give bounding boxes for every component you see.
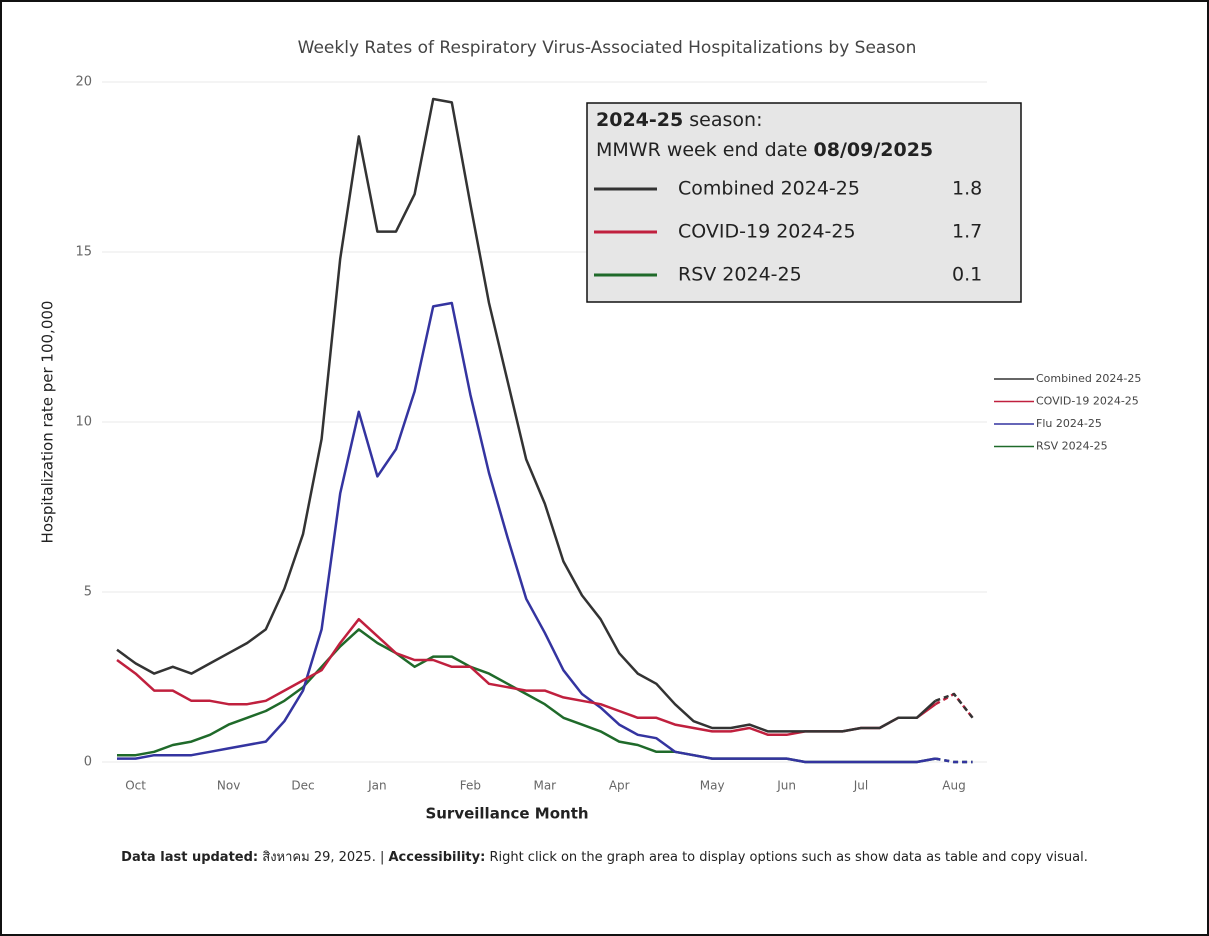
y-tick-label: 10 [75, 415, 92, 430]
x-tick-label: Mar [533, 779, 556, 793]
callout-date-label: MMWR week end date [596, 139, 807, 161]
y-tick-label: 0 [84, 755, 92, 770]
legend-label: COVID-19 2024-25 [1036, 395, 1139, 408]
series-line [934, 692, 974, 719]
series-line [934, 692, 974, 719]
series-line [116, 97, 937, 733]
updated-label: Data last updated: [121, 850, 259, 865]
x-tick-label: Apr [609, 779, 630, 793]
callout-row-value: 1.8 [952, 178, 982, 200]
x-tick-label: May [700, 779, 725, 793]
series-line [117, 301, 936, 764]
x-tick-label: Jun [776, 779, 796, 793]
access-text: Right click on the graph area to display… [489, 850, 1088, 865]
callout-season: 2024-25 [596, 109, 683, 131]
y-axis-label: Hospitalization rate per 100,000 [39, 301, 57, 544]
footer: Data last updated: สิงหาคม 29, 2025. | A… [32, 848, 1177, 867]
callout-row-value: 0.1 [952, 264, 982, 286]
updated: สิงหาคม 29, 2025. | [262, 850, 385, 865]
x-tick-label: Feb [460, 779, 481, 793]
legend-label: Combined 2024-25 [1036, 372, 1141, 385]
chart: Weekly Rates of Respiratory Virus-Associ… [39, 38, 1142, 823]
x-tick-label: Nov [217, 779, 240, 793]
series-line [117, 628, 936, 764]
x-tick-label: Oct [125, 779, 146, 793]
y-tick-label: 5 [84, 585, 92, 600]
callout-row-name: COVID-19 2024-25 [678, 221, 856, 243]
x-axis-label: Surveillance Month [425, 805, 588, 823]
y-tick-label: 15 [75, 245, 92, 260]
x-tick-label: Jan [367, 779, 387, 793]
x-tick-label: Aug [942, 779, 965, 793]
access-label: Accessibility: [388, 850, 486, 865]
series-line [116, 617, 937, 737]
chart-title: Weekly Rates of Respiratory Virus-Associ… [298, 38, 917, 58]
callout-box [586, 102, 1022, 303]
y-tick-label: 20 [75, 75, 92, 90]
callout-date: MMWR week end date 08/09/2025 [596, 139, 933, 161]
series-line [935, 757, 973, 764]
callout-title: 2024-25 season: [596, 109, 762, 131]
x-tick-label: Jul [853, 779, 868, 793]
legend-label: RSV 2024-25 [1036, 440, 1108, 453]
callout-row-name: Combined 2024-25 [678, 178, 860, 200]
x-tick-label: Dec [291, 779, 314, 793]
callout-row-value: 1.7 [952, 221, 982, 243]
callout-date-value: 08/09/2025 [814, 139, 934, 161]
callout-row-name: RSV 2024-25 [678, 264, 802, 286]
legend-label: Flu 2024-25 [1036, 417, 1102, 430]
callout-season-suffix: season: [689, 109, 762, 131]
